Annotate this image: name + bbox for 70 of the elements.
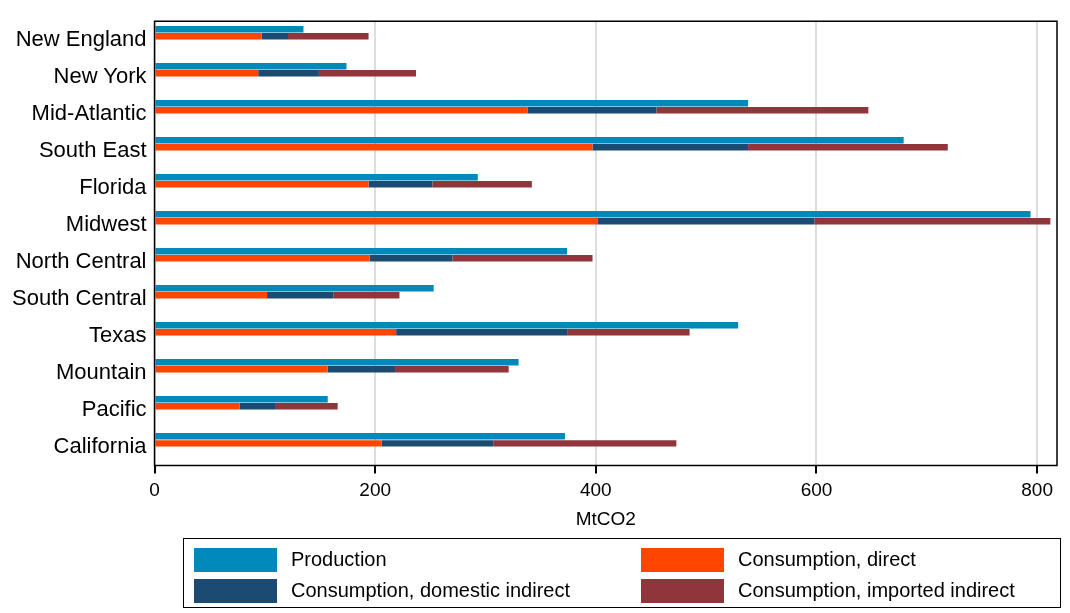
bar <box>155 99 749 107</box>
bar <box>155 106 528 114</box>
bar <box>155 211 1031 218</box>
bar <box>155 403 240 410</box>
y-tick-label: Mid-Atlantic <box>31 99 147 125</box>
bar <box>155 366 328 373</box>
bar <box>155 322 739 329</box>
bar <box>432 181 532 188</box>
bar <box>155 329 397 336</box>
bar <box>155 255 370 262</box>
x-tick-label: 400 <box>579 479 612 501</box>
x-tick-label: 200 <box>359 479 392 501</box>
bar <box>155 292 268 299</box>
bar <box>239 403 276 410</box>
bar <box>155 218 599 225</box>
bar <box>598 218 815 225</box>
x-axis-title: MtCO2 <box>575 507 636 529</box>
bar <box>155 359 519 366</box>
bar <box>155 32 262 40</box>
x-tick-label: 600 <box>800 479 833 501</box>
bar <box>155 173 478 181</box>
bar <box>814 218 1051 225</box>
y-tick-label: Texas <box>89 321 147 347</box>
y-tick-label: Midwest <box>65 210 147 236</box>
y-tick-label: Pacific <box>81 395 147 421</box>
bar <box>567 329 690 336</box>
bar <box>275 403 338 410</box>
y-tick-label: Florida <box>79 173 148 199</box>
bar <box>155 136 904 144</box>
bar <box>381 440 494 447</box>
bar <box>368 181 433 188</box>
x-tick-label: 800 <box>1021 479 1053 501</box>
y-tick-label: Mountain <box>56 358 147 384</box>
y-tick-label: South Central <box>11 284 147 310</box>
bar <box>288 32 369 40</box>
bar <box>369 255 453 262</box>
bar <box>155 69 259 77</box>
bar <box>155 285 434 292</box>
legend-label: Consumption, imported indirect <box>738 579 1015 602</box>
bar <box>592 144 749 151</box>
bar <box>261 32 289 40</box>
legend-label: Consumption, domestic indirect <box>291 579 571 602</box>
y-tick-label: California <box>53 432 148 458</box>
y-tick-label: New England <box>15 25 147 51</box>
bar <box>155 248 568 255</box>
bar <box>656 106 869 114</box>
y-tick-label: South East <box>38 136 147 162</box>
bar <box>395 366 509 373</box>
bar <box>155 440 382 447</box>
bar <box>155 144 593 151</box>
bar <box>155 181 369 188</box>
y-tick-label: North Central <box>15 247 147 273</box>
bar <box>155 396 328 403</box>
bar <box>493 440 677 447</box>
bar <box>155 25 304 33</box>
legend-label: Consumption, direct <box>738 548 916 571</box>
x-tick-label: 0 <box>149 479 160 501</box>
legend-label: Production <box>291 548 387 571</box>
bar <box>452 255 593 262</box>
bar <box>155 433 565 440</box>
bar <box>318 69 416 77</box>
bar <box>155 62 347 70</box>
bar <box>333 292 400 299</box>
y-tick-label: New York <box>53 62 148 88</box>
bar <box>327 366 396 373</box>
bar <box>748 144 948 151</box>
bar <box>267 292 334 299</box>
bar <box>527 106 657 114</box>
bar <box>258 69 319 77</box>
bar <box>396 329 568 336</box>
